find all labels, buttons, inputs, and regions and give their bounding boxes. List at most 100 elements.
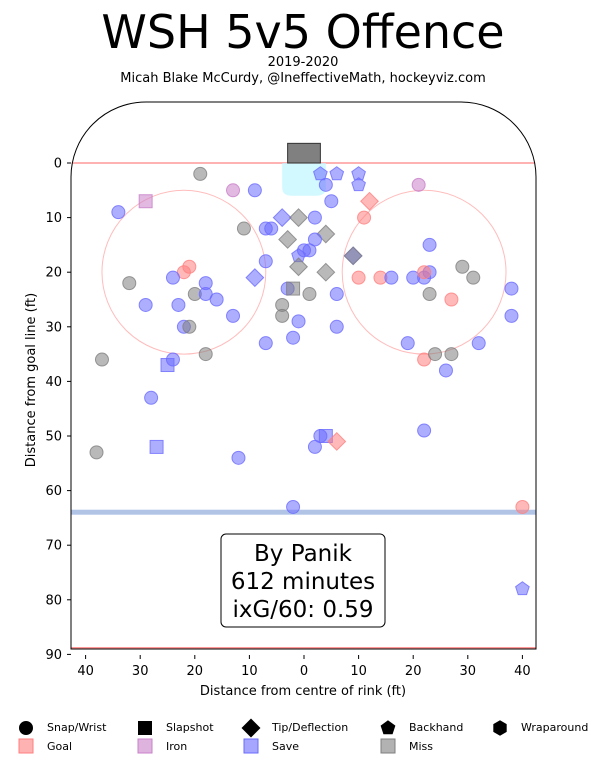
y-axis-title: Distance from goal line (ft) (24, 293, 39, 467)
legend-label: Backhand (409, 721, 463, 734)
legend-label: Wraparound (521, 721, 588, 734)
shot-point-save (144, 390, 159, 405)
shot-point-save (198, 287, 213, 302)
shot-point-save (515, 581, 530, 596)
x-axis-title: Distance from centre of rink (ft) (200, 684, 406, 699)
season-label: 2019-2020 (267, 55, 339, 70)
shot-point-goal (327, 431, 347, 451)
shot-point-goal (351, 270, 366, 285)
y-tick-label: 40 (45, 375, 62, 390)
y-tick-label: 50 (45, 430, 62, 445)
shot-point-save (291, 314, 306, 329)
shot-point-miss (89, 445, 104, 460)
summary-box-border (220, 533, 386, 628)
shot-point-save (307, 210, 322, 225)
y-tick-label: 70 (45, 539, 62, 554)
goal-net (287, 142, 321, 164)
shot-point-save (324, 194, 339, 209)
rink-boards (70, 101, 537, 650)
shot-point-miss (428, 347, 443, 362)
blue-line (71, 509, 536, 515)
shot-point-miss (94, 352, 109, 367)
shot-point-miss (122, 276, 137, 291)
x-tick-label: 10 (241, 664, 258, 679)
shot-point-miss (289, 257, 309, 277)
y-tick-label: 60 (45, 484, 62, 499)
shot-point-save (438, 363, 453, 378)
legend-label: Save (272, 740, 299, 753)
shot-point-save (400, 336, 415, 351)
shot-point-goal (176, 265, 191, 280)
legend-label: Slapshot (166, 721, 214, 734)
shot-point-miss (289, 208, 309, 228)
x-tick-label: 20 (405, 664, 422, 679)
legend: Snap/Wrist Slapshot Tip/Deflection Backhand… (18, 718, 588, 754)
shot-point-save (272, 208, 292, 228)
shot-point-save (471, 336, 486, 351)
legend-label: Goal (47, 740, 72, 753)
author-credit: Micah Blake McCurdy, @IneffectiveMath, h… (120, 71, 486, 86)
shot-point-miss (316, 224, 336, 244)
shot-point-miss (236, 221, 251, 236)
shot-point-goal (444, 292, 459, 307)
shot-point-save (226, 308, 241, 323)
shot-point-save (111, 205, 126, 220)
shot-point-miss (182, 319, 197, 334)
shot-point-save (286, 499, 301, 514)
y-axis: 0 10 20 30 40 50 60 70 80 90 (45, 157, 71, 663)
shot-point-save (165, 270, 180, 285)
shot-point-save (138, 297, 153, 312)
shot-point-miss (198, 347, 213, 362)
shot-point-save (417, 423, 432, 438)
shot-point-miss (422, 287, 437, 302)
minutes-label: 612 minutes (231, 569, 375, 595)
shot-point-save (422, 237, 437, 252)
x-tick-label: 30 (460, 664, 477, 679)
shot-point-goal (417, 352, 432, 367)
legend-miss-swatch (380, 738, 396, 754)
shot-point-goal (357, 210, 372, 225)
legend-label: Snap/Wrist (47, 721, 107, 734)
shot-point-goal (417, 265, 432, 280)
legend-label: Tip/Deflection (271, 721, 348, 734)
shot-point-save (384, 270, 399, 285)
shot-point-save (302, 243, 317, 258)
y-tick-label: 90 (45, 648, 62, 663)
legend-label: Iron (166, 740, 187, 753)
shot-point-save (307, 439, 322, 454)
shot-point-miss (466, 270, 481, 285)
shot-point-iron (411, 177, 426, 192)
shot-point-goal (360, 191, 379, 211)
shot-points (89, 166, 530, 596)
shot-point-save (231, 450, 246, 465)
shot-point-miss (455, 259, 470, 274)
shot-point-iron (226, 183, 241, 198)
shot-point-save (504, 308, 519, 323)
shot-point-miss (343, 246, 363, 266)
shot-point-save (209, 292, 224, 307)
shot-point-save (286, 330, 301, 345)
x-tick-label: 20 (187, 664, 204, 679)
legend-hexagon-icon (493, 720, 507, 736)
shot-point-save (258, 336, 273, 351)
legend-goal-swatch (18, 738, 34, 754)
shot-point-save (329, 287, 344, 302)
x-tick-label: 30 (132, 664, 149, 679)
shot-point-miss (444, 347, 459, 362)
shot-point-miss (302, 287, 317, 302)
x-tick-label: 10 (350, 664, 367, 679)
shot-point-save (318, 177, 333, 192)
chart-title: WSH 5v5 Offence (101, 5, 505, 59)
shot-point-miss (193, 166, 208, 181)
x-tick-label: 40 (77, 664, 94, 679)
shot-point-save (160, 358, 175, 373)
legend-square-icon (138, 721, 152, 735)
legend-diamond-icon (241, 718, 261, 738)
shot-point-save (245, 268, 265, 288)
shot-point-miss (316, 262, 336, 282)
x-tick-label: 0 (300, 664, 308, 679)
shot-point-save (504, 281, 519, 296)
y-tick-label: 0 (54, 157, 62, 172)
legend-pentagon-icon (380, 720, 396, 735)
shot-point-miss (275, 308, 290, 323)
